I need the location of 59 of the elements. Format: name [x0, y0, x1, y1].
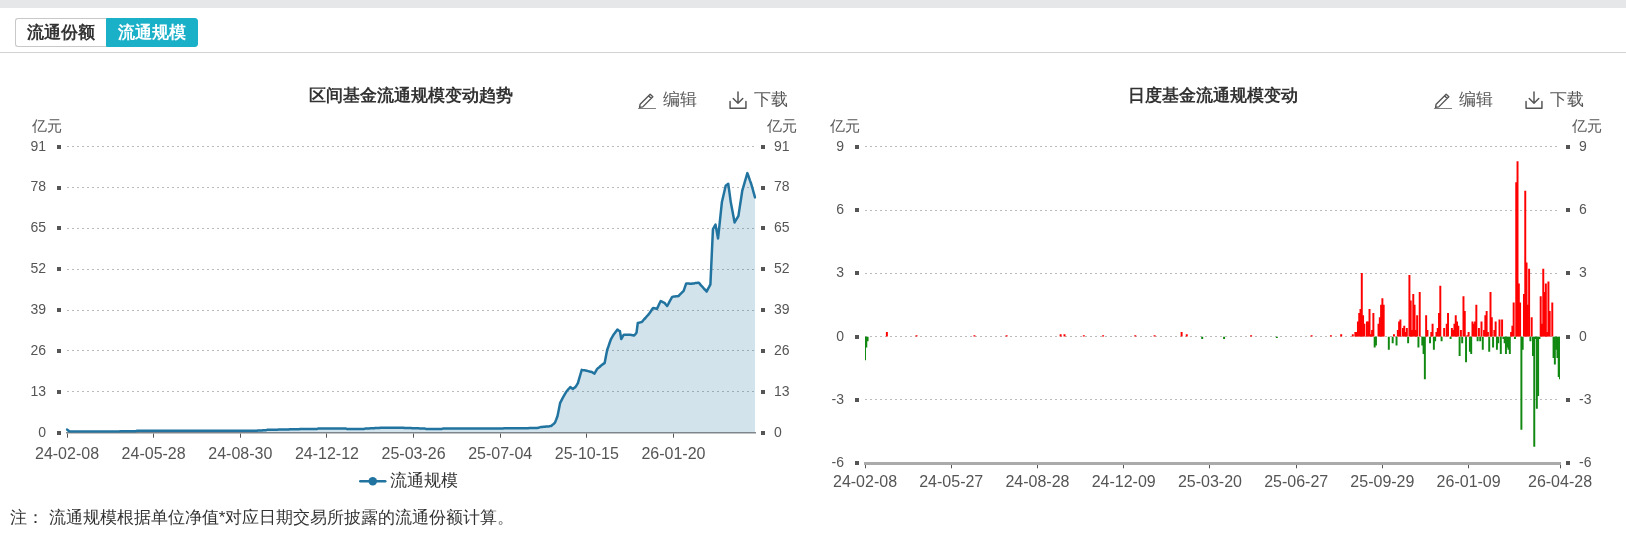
y2-axis-title: 亿元	[1571, 116, 1602, 134]
y2-tick-label: 0	[1579, 327, 1587, 344]
y2-tick-label: 78	[774, 178, 790, 195]
x-tick-label: 26-01-09	[1436, 473, 1501, 491]
y2-tick-label: 52	[774, 260, 790, 277]
x-tick-label: 25-03-20	[1177, 473, 1243, 491]
y2-axis-title: 亿元	[766, 116, 797, 134]
x-tick-label: 24-02-08	[34, 445, 100, 463]
y2-tick-label: 26	[774, 341, 790, 358]
text: 下载	[754, 89, 788, 111]
y2-tick-label: 0	[774, 423, 782, 440]
x-tick-label: 25-07-04	[468, 445, 533, 463]
x-tick-label: 26-01-20	[641, 445, 706, 463]
legend-label: 流通规模	[389, 470, 458, 490]
x-tick-label: 24-08-30	[208, 445, 273, 463]
x-tick-label: 25-10-15	[554, 445, 619, 463]
x-tick-label: 24-12-12	[294, 445, 360, 463]
y2-tick-label: -3	[1579, 390, 1592, 407]
x-tick-label: 25-03-26	[381, 445, 446, 463]
y2-tick-label: 3	[1579, 264, 1587, 281]
y2-tick-label: 13	[774, 382, 790, 399]
y-tick-label: -6	[831, 454, 845, 471]
y-tick-label: 0	[836, 327, 845, 344]
y-axis-title: 亿元	[31, 116, 62, 134]
y-tick-label: 26	[30, 341, 47, 358]
chart-title: 区间基金流通规模变动趋势	[309, 86, 513, 106]
x-tick-label: 25-06-27	[1264, 473, 1329, 491]
y-tick-label: 0	[38, 423, 47, 440]
y-tick-label: 52	[30, 260, 47, 277]
y-tick-label: 6	[836, 200, 845, 217]
tab-button: 流通份额	[15, 18, 106, 47]
y2-tick-label: 39	[774, 300, 790, 317]
y-tick-label: 3	[836, 264, 845, 281]
y2-tick-label: 91	[774, 137, 790, 154]
x-tick-label: 24-05-27	[919, 473, 984, 491]
x-tick-label: 26-04-28	[1527, 473, 1593, 491]
x-tick-label: 24-05-28	[121, 445, 186, 463]
y-tick-label: 9	[836, 137, 845, 154]
text: 下载	[1550, 89, 1584, 111]
x-tick-label: 25-09-29	[1350, 473, 1415, 491]
text: 编辑	[1459, 89, 1493, 111]
y-tick-label: 13	[30, 382, 47, 399]
y2-tick-label: -6	[1579, 454, 1592, 471]
y-axis-title: 亿元	[829, 116, 860, 134]
x-tick-label: 24-12-09	[1091, 473, 1156, 491]
x-tick-label: 24-02-08	[832, 473, 898, 491]
y-tick-label: 91	[30, 137, 47, 154]
text: 注： 流通规模根据单位净值*对应日期交易所披露的流通份额计算。	[10, 507, 515, 529]
y-tick-label: 39	[30, 300, 47, 317]
y-tick-label: 65	[30, 219, 47, 236]
chart-title: 日度基金流通规模变动	[1127, 86, 1298, 106]
text: 编辑	[663, 89, 697, 111]
y2-tick-label: 6	[1579, 200, 1587, 217]
y2-tick-label: 65	[774, 219, 790, 236]
y2-tick-label: 9	[1579, 137, 1587, 154]
tab-button: 流通规模	[106, 18, 198, 47]
y-tick-label: -3	[831, 390, 845, 407]
x-tick-label: 24-08-28	[1005, 473, 1070, 491]
y-tick-label: 78	[30, 178, 47, 195]
